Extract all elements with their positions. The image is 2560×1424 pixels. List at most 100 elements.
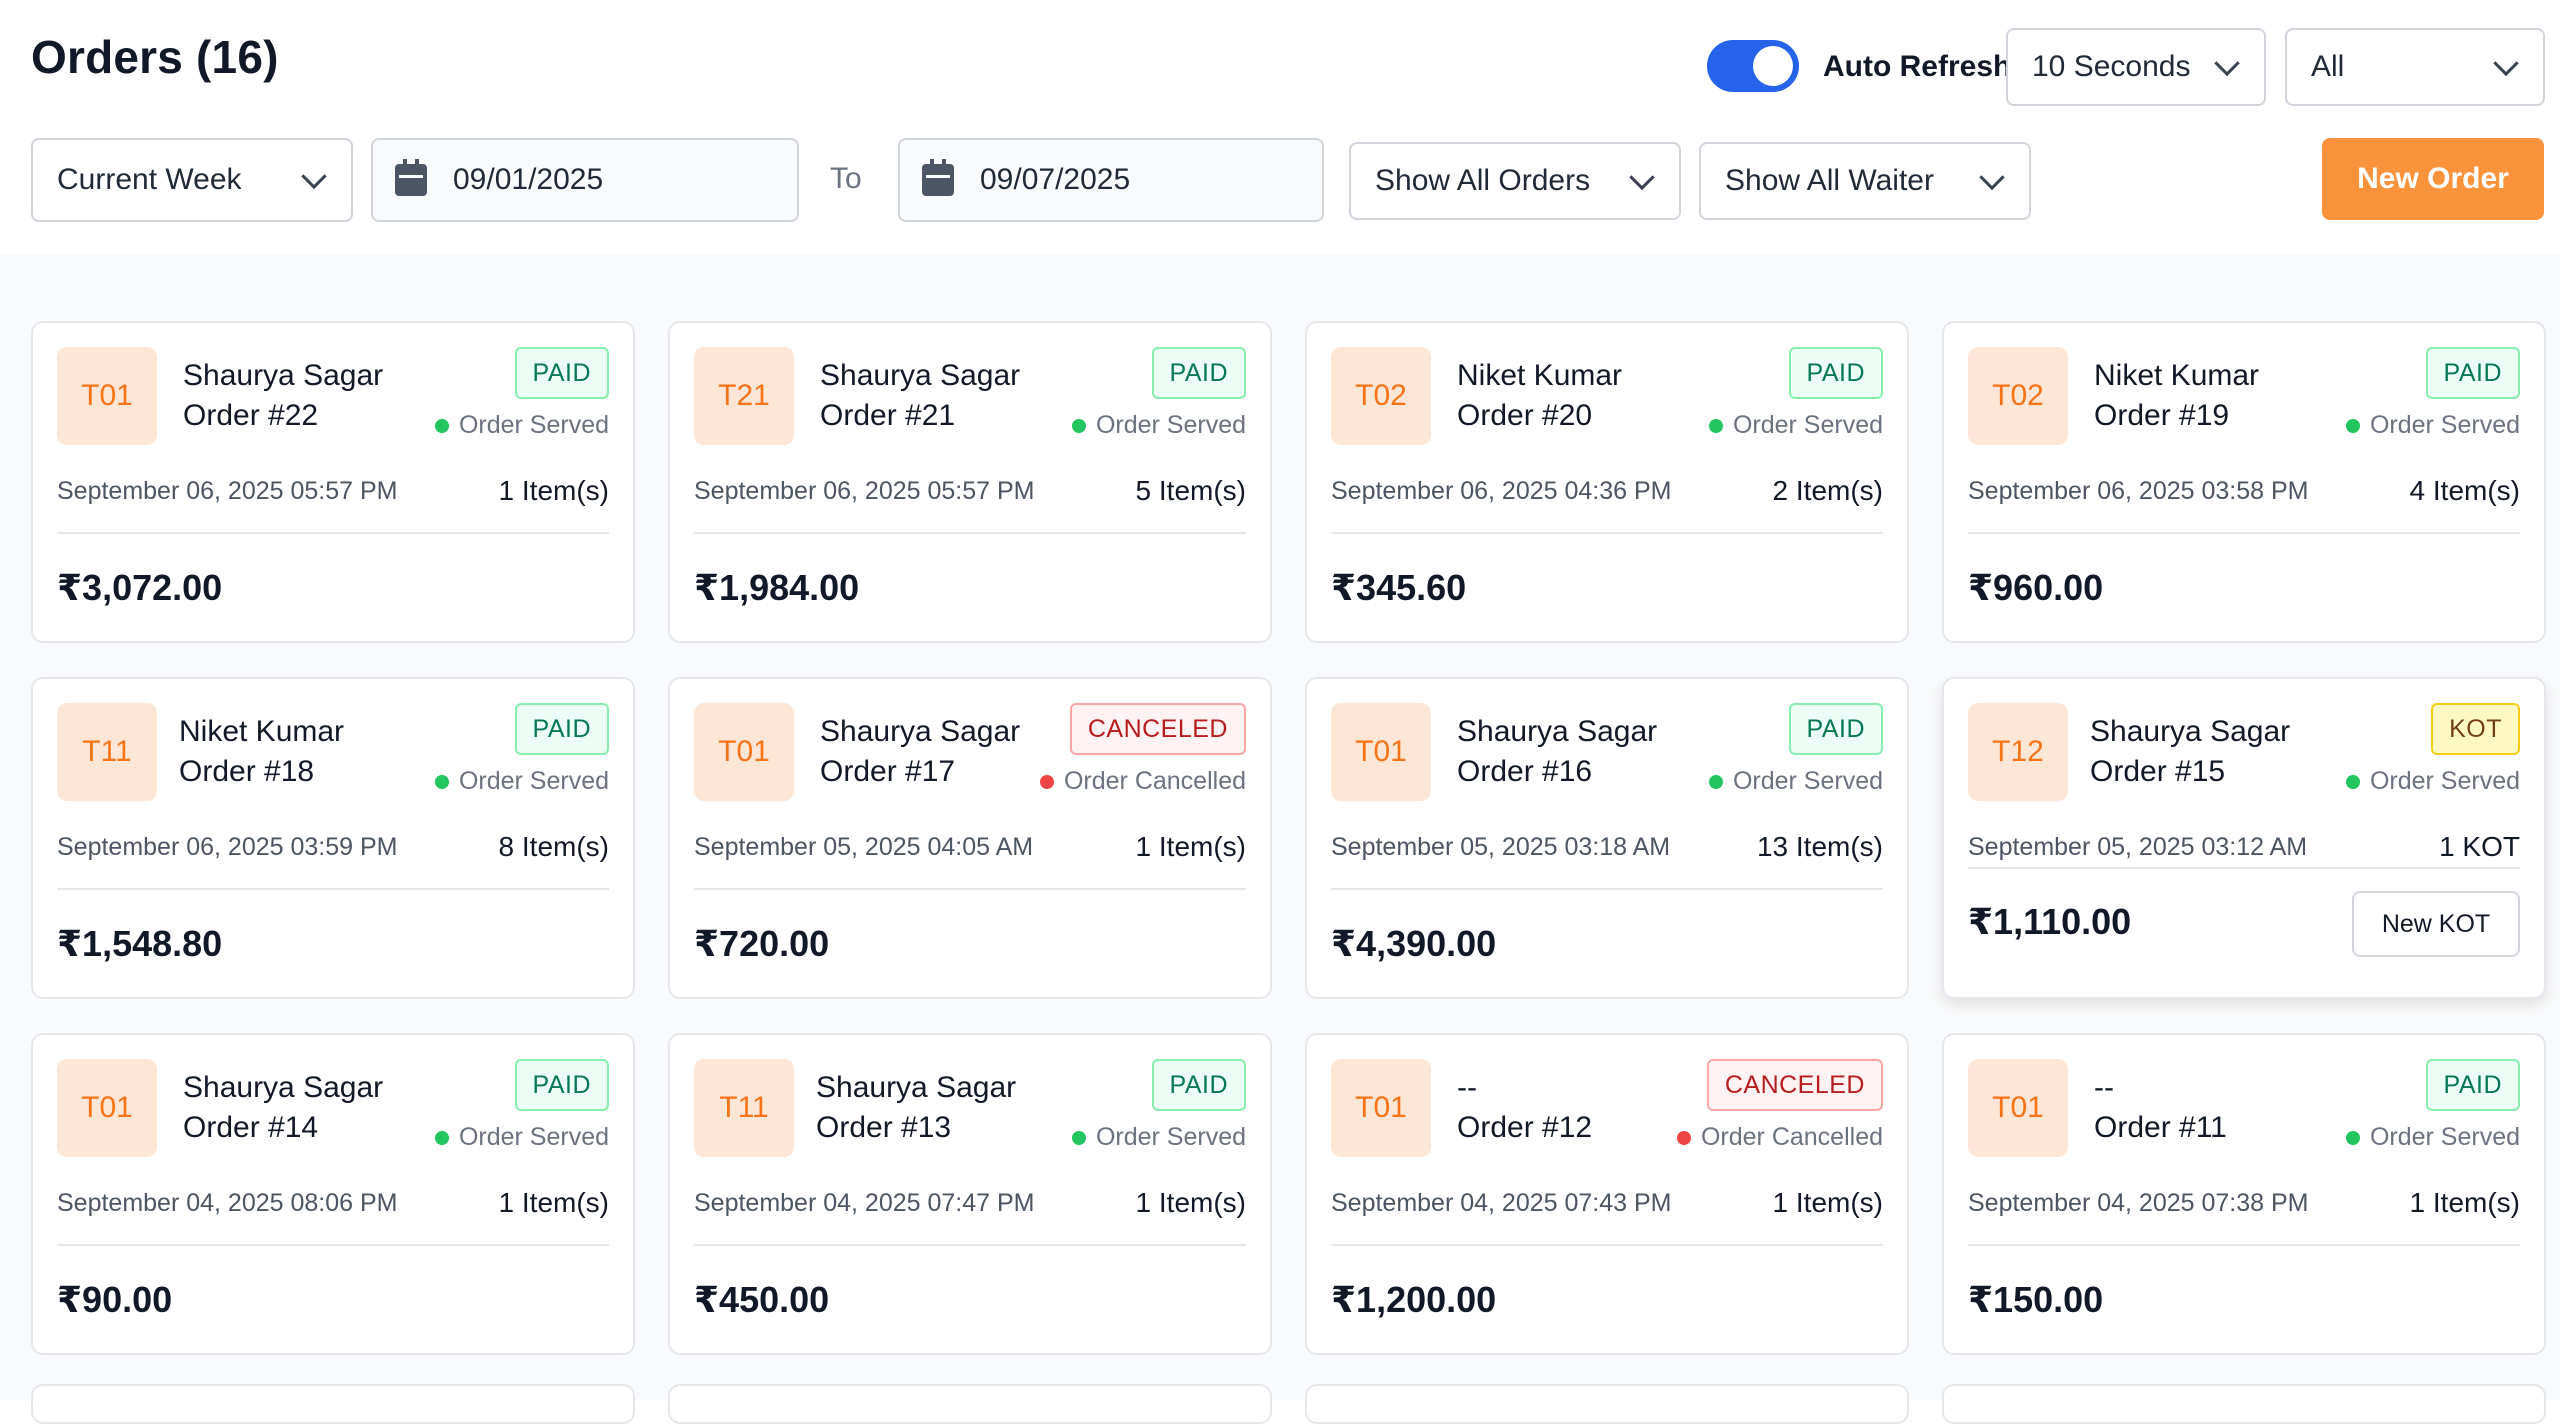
payment-status-badge: KOT — [2431, 703, 2520, 755]
order-datetime: September 05, 2025 03:18 AM — [1331, 833, 1671, 861]
customer-name: Shaurya Sagar — [816, 1071, 1017, 1104]
order-datetime: September 05, 2025 03:12 AM — [1968, 833, 2308, 861]
order-amount: ₹1,984.00 — [694, 567, 860, 608]
order-card[interactable]: T02 Niket Kumar Order #19 PAID Order Ser… — [1942, 321, 2546, 643]
new-kot-button[interactable]: New KOT — [2352, 891, 2520, 957]
order-card[interactable]: T01 Shaurya Sagar Order #14 PAID Order S… — [31, 1033, 635, 1355]
table-badge: T21 — [694, 347, 794, 445]
customer-name: -- — [2094, 1071, 2114, 1104]
item-count: 1 Item(s) — [1772, 1187, 1883, 1218]
order-datetime: September 06, 2025 03:59 PM — [57, 833, 398, 861]
order-card[interactable]: T01 -- Order #12 CANCELED Order Cancelle… — [1305, 1033, 1909, 1355]
payment-status-badge: PAID — [514, 347, 609, 399]
order-status: Order Served — [1708, 411, 1883, 440]
status-dot-icon — [1039, 774, 1054, 789]
divider — [694, 888, 1246, 890]
order-status-text: Order Served — [1095, 411, 1246, 439]
order-card[interactable]: T01 Shaurya Sagar Order #17 CANCELED Ord… — [668, 677, 1272, 999]
order-amount: ₹90.00 — [57, 1279, 173, 1320]
page-title: Orders (16) — [31, 31, 279, 83]
order-number: Order #19 — [2094, 399, 2230, 432]
scope-filter-select[interactable]: All — [2285, 28, 2545, 106]
order-status-text: Order Served — [458, 411, 609, 439]
payment-status-badge: PAID — [2425, 347, 2520, 399]
order-status: Order Served — [434, 767, 609, 796]
order-number: Order #17 — [820, 755, 956, 788]
payment-status-badge: PAID — [1151, 347, 1246, 399]
item-count: 4 Item(s) — [2409, 475, 2520, 506]
customer-name: Shaurya Sagar — [820, 359, 1021, 392]
refresh-interval-select[interactable]: 10 Seconds — [2006, 28, 2266, 106]
divider — [57, 1244, 609, 1246]
payment-status-badge: PAID — [1788, 703, 1883, 755]
order-amount: ₹150.00 — [1968, 1279, 2104, 1320]
divider — [57, 888, 609, 890]
status-dot-icon — [434, 1130, 449, 1145]
divider — [1968, 532, 2520, 534]
order-status: Order Cancelled — [1039, 767, 1246, 796]
order-status-text: Order Served — [2369, 1123, 2520, 1151]
date-from-input[interactable]: 09/01/2025 — [371, 138, 799, 222]
auto-refresh-toggle[interactable] — [1707, 40, 1799, 92]
customer-name: Niket Kumar — [2094, 359, 2260, 392]
order-card[interactable]: T12 Shaurya Sagar Order #15 KOT Order Se… — [1942, 677, 2546, 999]
order-datetime: September 06, 2025 04:36 PM — [1331, 477, 1672, 505]
table-badge: T01 — [1968, 1059, 2068, 1157]
order-amount: ₹1,548.80 — [57, 923, 223, 964]
customer-name: Shaurya Sagar — [183, 1071, 384, 1104]
table-badge: T01 — [1331, 703, 1431, 801]
order-number: Order #16 — [1457, 755, 1593, 788]
waiter-filter-select[interactable]: Show All Waiter — [1699, 142, 2031, 220]
table-badge: T02 — [1968, 347, 2068, 445]
order-card[interactable] — [31, 1384, 635, 1424]
new-order-button[interactable]: New Order — [2322, 138, 2544, 220]
date-to-input[interactable]: 09/07/2025 — [898, 138, 1324, 222]
chevron-down-icon — [2493, 50, 2519, 77]
divider — [1331, 1244, 1883, 1246]
order-card[interactable] — [668, 1384, 1272, 1424]
order-number: Order #14 — [183, 1111, 319, 1144]
order-filter-select[interactable]: Show All Orders — [1349, 142, 1681, 220]
waiter-filter-value: Show All Waiter — [1725, 164, 1934, 197]
period-select[interactable]: Current Week — [31, 138, 353, 222]
customer-name: Shaurya Sagar — [183, 359, 384, 392]
chevron-down-icon — [1629, 164, 1655, 191]
order-amount: ₹4,390.00 — [1331, 923, 1497, 964]
order-card[interactable]: T11 Niket Kumar Order #18 PAID Order Ser… — [31, 677, 635, 999]
period-value: Current Week — [57, 163, 242, 196]
table-badge: T12 — [1968, 703, 2068, 801]
order-card[interactable]: T01 Shaurya Sagar Order #16 PAID Order S… — [1305, 677, 1909, 999]
order-datetime: September 04, 2025 08:06 PM — [57, 1189, 398, 1217]
divider — [57, 532, 609, 534]
customer-name: Shaurya Sagar — [1457, 715, 1658, 748]
item-count: 1 Item(s) — [498, 1187, 609, 1218]
table-badge: T02 — [1331, 347, 1431, 445]
order-card[interactable] — [1942, 1384, 2546, 1424]
order-amount: ₹1,200.00 — [1331, 1279, 1497, 1320]
order-card[interactable]: T21 Shaurya Sagar Order #21 PAID Order S… — [668, 321, 1272, 643]
order-card[interactable]: T02 Niket Kumar Order #20 PAID Order Ser… — [1305, 321, 1909, 643]
status-dot-icon — [1071, 1130, 1086, 1145]
order-amount: ₹345.60 — [1331, 567, 1467, 608]
order-datetime: September 06, 2025 03:58 PM — [1968, 477, 2309, 505]
order-status-text: Order Served — [1095, 1123, 1246, 1151]
order-number: Order #18 — [179, 755, 315, 788]
table-badge: T11 — [57, 703, 157, 801]
order-card[interactable] — [1305, 1384, 1909, 1424]
table-badge: T01 — [57, 1059, 157, 1157]
table-badge: T01 — [57, 347, 157, 445]
order-datetime: September 06, 2025 05:57 PM — [57, 477, 398, 505]
item-count: 1 Item(s) — [1135, 831, 1246, 862]
date-range-separator: To — [830, 162, 862, 195]
status-dot-icon — [2345, 774, 2360, 789]
order-card[interactable]: T01 -- Order #11 PAID Order Served Septe… — [1942, 1033, 2546, 1355]
order-status: Order Served — [434, 411, 609, 440]
order-card[interactable]: T01 Shaurya Sagar Order #22 PAID Order S… — [31, 321, 635, 643]
divider — [1331, 888, 1883, 890]
status-dot-icon — [434, 774, 449, 789]
divider — [694, 532, 1246, 534]
status-dot-icon — [2345, 418, 2360, 433]
order-datetime: September 04, 2025 07:38 PM — [1968, 1189, 2309, 1217]
item-count: 1 Item(s) — [1135, 1187, 1246, 1218]
order-card[interactable]: T11 Shaurya Sagar Order #13 PAID Order S… — [668, 1033, 1272, 1355]
